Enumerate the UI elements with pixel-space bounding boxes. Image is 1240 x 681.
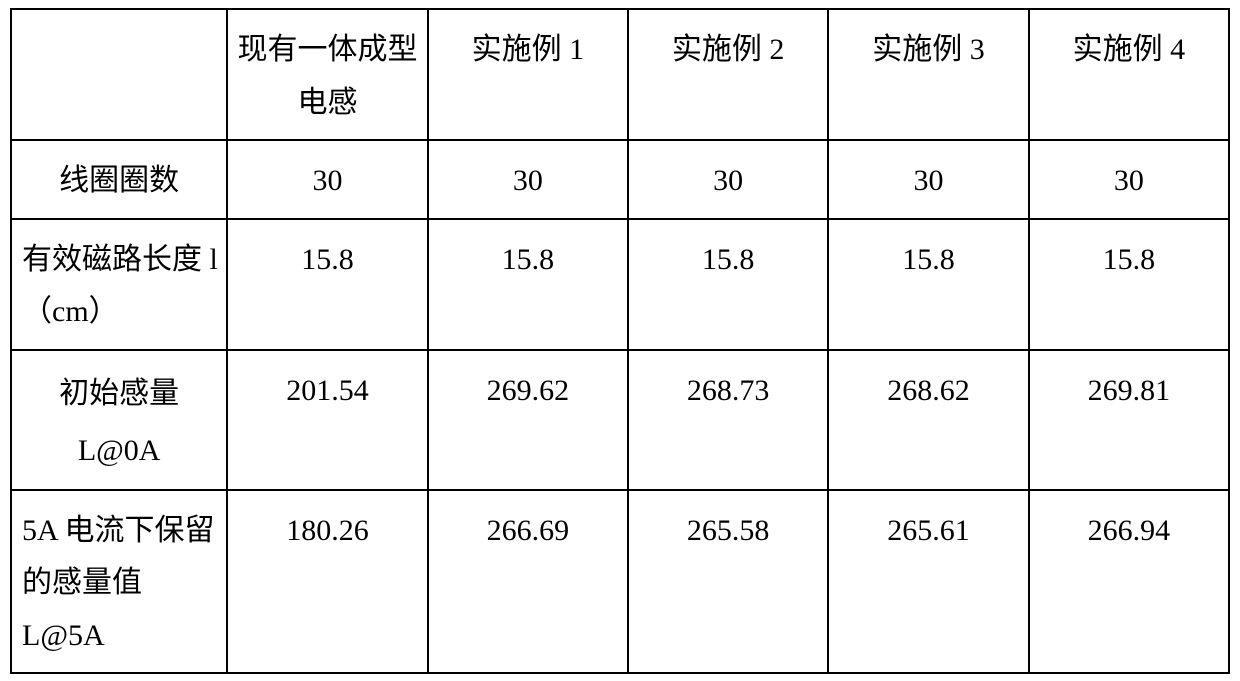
col-header-ex2: 实施例 2 (628, 9, 828, 140)
table-row: 5A 电流下保留的感量值 L@5A 180.26 266.69 265.58 2… (11, 490, 1229, 674)
cell: 30 (428, 140, 628, 219)
row-label-coil-turns: 线圈圈数 (11, 140, 227, 219)
cell: 15.8 (428, 219, 628, 350)
cell: 30 (828, 140, 1028, 219)
cell: 30 (227, 140, 427, 219)
row-label-initial-inductance: 初始感量L@0A (11, 350, 227, 490)
cell: 266.69 (428, 490, 628, 674)
cell: 15.8 (227, 219, 427, 350)
row-label-eff-mag-path: 有效磁路长度 l（cm） (11, 219, 227, 350)
cell: 268.62 (828, 350, 1028, 490)
cell: 15.8 (628, 219, 828, 350)
cell: 266.94 (1029, 490, 1229, 674)
cell: 269.62 (428, 350, 628, 490)
cell: 201.54 (227, 350, 427, 490)
table-row: 有效磁路长度 l（cm） 15.8 15.8 15.8 15.8 15.8 (11, 219, 1229, 350)
row-label-retained-inductance: 5A 电流下保留的感量值 L@5A (11, 490, 227, 674)
cell: 268.73 (628, 350, 828, 490)
cell: 269.81 (1029, 350, 1229, 490)
page-container: 现有一体成型电感 实施例 1 实施例 2 实施例 3 实施例 4 线圈圈数 30… (0, 0, 1240, 681)
col-header-blank (11, 9, 227, 140)
cell: 15.8 (828, 219, 1028, 350)
table-row: 初始感量L@0A 201.54 269.62 268.73 268.62 269… (11, 350, 1229, 490)
col-header-ex3: 实施例 3 (828, 9, 1028, 140)
table-row: 线圈圈数 30 30 30 30 30 (11, 140, 1229, 219)
col-header-existing: 现有一体成型电感 (227, 9, 427, 140)
cell: 30 (628, 140, 828, 219)
cell: 265.58 (628, 490, 828, 674)
data-table: 现有一体成型电感 实施例 1 实施例 2 实施例 3 实施例 4 线圈圈数 30… (10, 8, 1230, 674)
col-header-ex1: 实施例 1 (428, 9, 628, 140)
cell: 265.61 (828, 490, 1028, 674)
col-header-ex4: 实施例 4 (1029, 9, 1229, 140)
cell: 30 (1029, 140, 1229, 219)
cell: 180.26 (227, 490, 427, 674)
cell: 15.8 (1029, 219, 1229, 350)
table-header-row: 现有一体成型电感 实施例 1 实施例 2 实施例 3 实施例 4 (11, 9, 1229, 140)
